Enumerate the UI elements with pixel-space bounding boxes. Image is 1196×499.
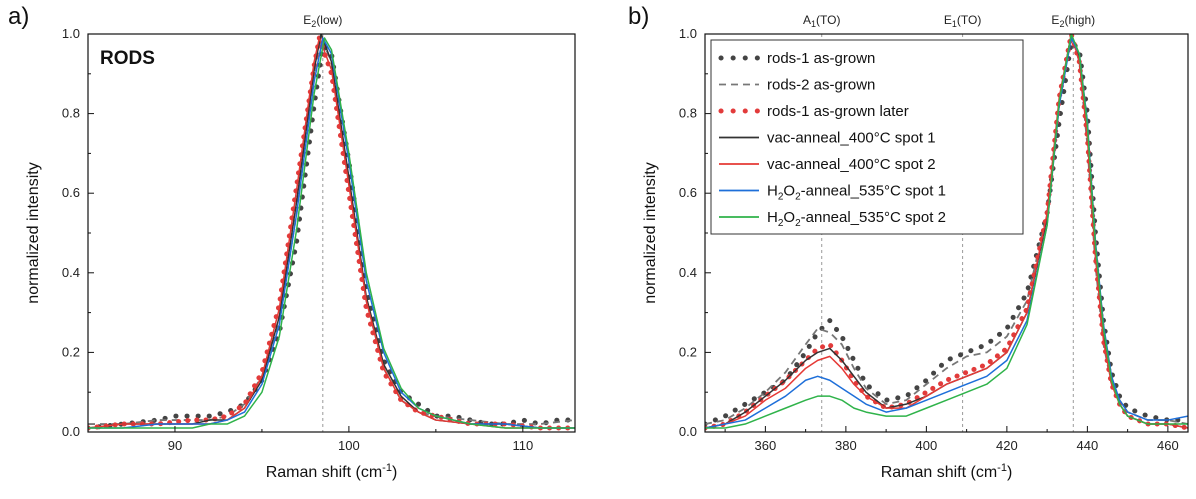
series-line-7 [705,34,1188,429]
y-tick-label: 1.0 [62,26,80,41]
legend-label-1: rods-1 as-grown [767,50,875,67]
plot-frame [87,33,576,433]
chart-panel-2: b) A1(TO) E1(TO) E2(high) 0.0 0.2 0.4 0.6 0.8 1.0… [628,3,1189,481]
x-axis-title: Raman shift (cm-1) [881,462,1013,481]
y-tick-label: 0.8 [62,106,80,121]
series-group [88,34,575,431]
series-group [705,34,1188,431]
peak-label: A1(TO) [803,13,840,29]
series-line-4 [88,34,575,429]
series-line-3 [88,35,575,431]
legend-label-7: H2O2-anneal_535°C spot 2 [767,209,946,229]
legend-label-6: H2O2-anneal_535°C spot 1 [767,183,946,203]
y-axis-title: normalized intensity [642,162,659,303]
series-line-5 [705,34,1188,429]
x-tick-label: 100 [338,438,360,453]
peak-label: E2(high) [1051,13,1095,29]
y-tick-label: 0.6 [62,185,80,200]
series-line-1 [88,43,575,431]
y-tick-label: 0.4 [62,265,80,280]
y-tick-label: 0.8 [679,106,697,121]
chart-panel-1: a) E2(low) 0.0 0.2 0.4 0.6 0.8 1.0 90 100 110 Raman… [8,3,576,481]
y-tick-label: 0.6 [679,185,697,200]
x-tick-label: 380 [835,438,857,453]
x-tick-label: 110 [512,438,533,453]
x-tick-label: 420 [996,438,1018,453]
x-tick-label: 360 [755,438,777,453]
x-tick-label: 90 [168,438,182,453]
y-tick-label: 0.2 [679,344,697,359]
legend-label-3: rods-1 as-grown later [767,103,909,120]
panel-letter: a) [8,3,29,30]
y-tick-label: 0.4 [679,265,697,280]
y-axis-title: normalized intensity [25,162,42,303]
legend-label-5: vac-anneal_400°C spot 2 [767,156,936,173]
series-line-7 [88,37,575,429]
series-line-5 [88,37,575,429]
x-tick-label: 400 [916,438,938,453]
y-tick-label: 0.2 [62,344,80,359]
legend: rods-1 as-grown rods-2 as-grown rods-1 as-… [710,39,1024,235]
legend-box [710,39,1024,235]
panel-tag: RODS [100,48,155,69]
x-tick-label: 440 [1077,438,1099,453]
legend-label-2: rods-2 as-grown [767,77,875,94]
peak-label: E2(low) [303,13,342,29]
y-tick-label: 0.0 [679,424,697,439]
series-line-2 [88,37,575,425]
peak-label: E1(TO) [944,13,981,29]
legend-label-4: vac-anneal_400°C spot 1 [767,130,936,147]
x-axis-title: Raman shift (cm-1) [266,462,398,481]
panel-letter: b) [628,3,649,30]
series-line-6 [88,37,575,429]
x-tick-label: 460 [1157,438,1179,453]
y-tick-label: 0.0 [62,424,80,439]
y-tick-label: 1.0 [679,26,697,41]
